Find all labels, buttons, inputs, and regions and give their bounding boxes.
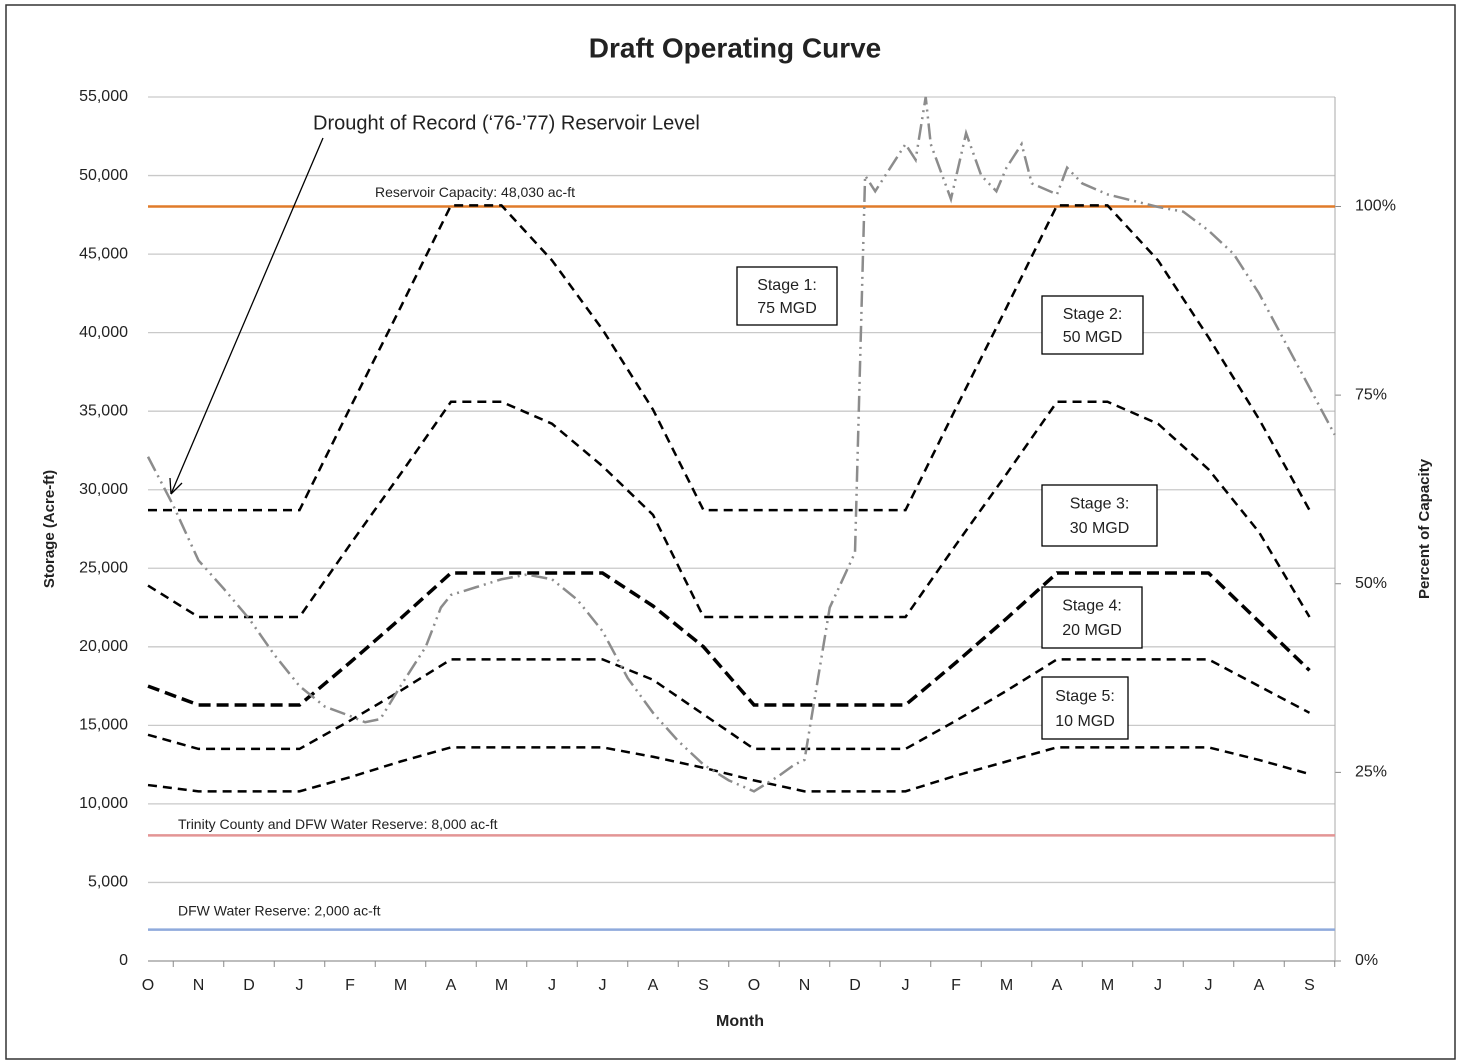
series-line bbox=[148, 204, 1311, 512]
y-tick-label: 40,000 bbox=[79, 324, 128, 341]
x-tick-label: J bbox=[1205, 977, 1213, 994]
x-tick-label: F bbox=[345, 977, 355, 994]
annotation-text: Stage 5: bbox=[1055, 688, 1115, 705]
annotation-text: 10 MGD bbox=[1055, 713, 1115, 730]
annotation-text: 50 MGD bbox=[1063, 329, 1123, 346]
y-tick-label: 0 bbox=[119, 952, 128, 969]
x-tick-label: N bbox=[193, 977, 205, 994]
x-tick-label: M bbox=[1000, 977, 1013, 994]
x-tick-label: S bbox=[1304, 977, 1315, 994]
annotation-text: 75 MGD bbox=[757, 300, 817, 317]
x-tick-label: J bbox=[902, 977, 910, 994]
y-tick-label: 50,000 bbox=[79, 167, 128, 184]
x-tick-label: M bbox=[495, 977, 508, 994]
y2-tick-label: 75% bbox=[1355, 386, 1387, 403]
x-tick-label: J bbox=[599, 977, 607, 994]
x-tick-label: J bbox=[548, 977, 556, 994]
series-line bbox=[147, 400, 1311, 619]
x-tick-label: S bbox=[698, 977, 709, 994]
y-tick-label: 25,000 bbox=[79, 559, 128, 576]
x-tick-label: J bbox=[1154, 977, 1162, 994]
annotation-box bbox=[1041, 484, 1158, 547]
reference-label: Reservoir Capacity: 48,030 ac-ft bbox=[375, 184, 575, 200]
y-tick-label: 45,000 bbox=[79, 245, 128, 262]
series-line bbox=[147, 571, 1311, 707]
annotation: Drought of Record (‘76-’77) Reservoir Le… bbox=[313, 112, 700, 134]
y2-tick-label: 50% bbox=[1355, 575, 1387, 592]
x-tick-label: A bbox=[446, 977, 457, 994]
x-tick-label: A bbox=[1052, 977, 1063, 994]
x-tick-label: A bbox=[648, 977, 659, 994]
annotation-box bbox=[1041, 586, 1143, 649]
x-tick-label: O bbox=[748, 977, 760, 994]
annotation-text: 20 MGD bbox=[1062, 622, 1122, 639]
chart-title: Draft Operating Curve bbox=[589, 32, 882, 63]
y-tick-label: 5,000 bbox=[88, 874, 128, 891]
x-axis-label: Month bbox=[716, 1013, 764, 1030]
y-axis-label: Storage (Acre-ft) bbox=[41, 470, 58, 588]
annotation-box bbox=[736, 266, 838, 326]
x-tick-label: D bbox=[849, 977, 861, 994]
y-tick-label: 55,000 bbox=[79, 88, 128, 105]
y-tick-label: 35,000 bbox=[79, 402, 128, 419]
y2-axis-label: Percent of Capacity bbox=[1416, 458, 1433, 599]
reference-label: DFW Water Reserve: 2,000 ac-ft bbox=[178, 902, 381, 918]
x-tick-label: M bbox=[1101, 977, 1114, 994]
annotation-box bbox=[1041, 676, 1129, 740]
x-tick-label: F bbox=[951, 977, 961, 994]
annotation-text: Stage 2: bbox=[1063, 306, 1123, 323]
annotation-arrow bbox=[170, 137, 324, 495]
annotation-text: Stage 4: bbox=[1062, 598, 1122, 615]
x-tick-label: N bbox=[799, 977, 811, 994]
annotation-text: Stage 3: bbox=[1070, 496, 1130, 513]
x-tick-label: A bbox=[1254, 977, 1265, 994]
arrow-head bbox=[169, 477, 183, 495]
annotation-box bbox=[1041, 295, 1144, 355]
y2-tick-label: 100% bbox=[1355, 198, 1396, 215]
annotation-text: 30 MGD bbox=[1070, 520, 1130, 537]
y2-tick-label: 25% bbox=[1355, 764, 1387, 781]
reference-label: Trinity County and DFW Water Reserve: 8,… bbox=[178, 816, 498, 832]
frame bbox=[5, 4, 1456, 1060]
annotation-text: Stage 1: bbox=[757, 277, 817, 294]
series-line bbox=[146, 96, 1336, 793]
x-tick-label: M bbox=[394, 977, 407, 994]
x-tick-label: J bbox=[296, 977, 304, 994]
x-tick-label: O bbox=[142, 977, 154, 994]
series-line bbox=[147, 746, 1310, 793]
y2-tick-label: 0% bbox=[1355, 952, 1378, 969]
series-line bbox=[147, 658, 1311, 751]
x-tick-label: D bbox=[243, 977, 255, 994]
y-tick-label: 15,000 bbox=[79, 717, 128, 734]
y-tick-label: 20,000 bbox=[79, 638, 128, 655]
y-tick-label: 30,000 bbox=[79, 481, 128, 498]
y-tick-label: 10,000 bbox=[79, 795, 128, 812]
